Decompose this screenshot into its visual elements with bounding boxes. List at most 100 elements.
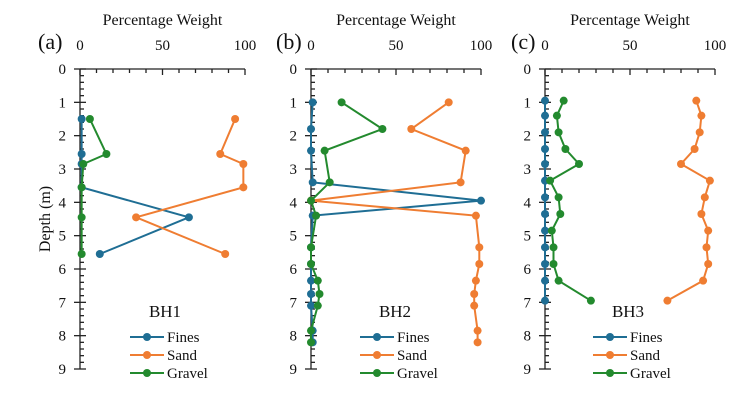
axis-title: Percentage Weight	[570, 12, 690, 29]
legend: BH2 Fines Sand Gravel	[360, 302, 438, 382]
data-point-sand	[132, 213, 141, 222]
data-point-sand	[239, 160, 248, 168]
y-tick-label: 4	[59, 195, 67, 211]
y-tick-label: 5	[290, 229, 298, 245]
legend-swatch-marker	[606, 369, 614, 377]
data-point-fines	[541, 276, 549, 285]
data-point-fines	[307, 290, 315, 298]
data-point-sand	[475, 243, 484, 252]
data-point-sand	[697, 111, 706, 120]
y-tick-label: 1	[290, 95, 298, 111]
y-tick-label: 3	[524, 162, 532, 178]
y-tick-label: 3	[290, 162, 298, 178]
y-tick-label: 0	[524, 62, 532, 78]
data-point-sand	[704, 260, 713, 268]
series-gravel	[546, 96, 595, 305]
legend-swatch-marker	[606, 333, 614, 341]
data-point-gravel	[313, 301, 322, 310]
legend-label-sand: Sand	[397, 348, 428, 364]
data-point-fines	[541, 260, 549, 268]
data-point-fines	[541, 226, 549, 235]
legend-swatch-marker	[606, 351, 614, 359]
y-tick-label: 9	[59, 362, 67, 378]
data-point-sand	[700, 193, 709, 202]
data-point-gravel	[325, 178, 334, 187]
data-point-sand	[216, 150, 225, 158]
series-gravel	[77, 115, 111, 258]
legend-label-sand: Sand	[167, 348, 198, 364]
legend-swatch-marker	[373, 351, 381, 359]
data-point-gravel	[549, 243, 558, 252]
data-point-fines	[541, 210, 549, 218]
data-point-sand	[677, 160, 685, 168]
data-point-fines	[541, 111, 549, 120]
data-point-fines	[541, 160, 549, 168]
data-point-gravel	[77, 183, 86, 192]
data-point-gravel	[549, 260, 558, 268]
data-point-gravel	[378, 125, 387, 133]
x-tick-label: 100	[704, 38, 727, 54]
data-point-sand	[444, 98, 453, 107]
data-point-fines	[307, 125, 315, 133]
data-point-gravel	[556, 210, 565, 218]
legend-swatch-marker	[143, 351, 151, 359]
y-tick-label: 4	[290, 195, 298, 211]
data-point-sand	[702, 243, 711, 252]
series-fines	[541, 96, 549, 305]
y-tick-label: 3	[59, 162, 67, 178]
x-tick-label: 0	[307, 38, 315, 54]
data-point-sand	[470, 301, 479, 310]
data-point-gravel	[102, 150, 111, 158]
data-point-sand	[475, 260, 484, 268]
data-point-gravel	[552, 111, 561, 120]
data-point-gravel	[554, 193, 563, 202]
x-tick-label: 0	[541, 38, 549, 54]
x-tick-label: 100	[234, 38, 257, 54]
data-point-gravel	[561, 145, 570, 153]
series-line-fines	[80, 119, 192, 255]
series-fines	[77, 115, 193, 258]
series-sand	[307, 98, 484, 347]
legend-title: BH1	[149, 302, 181, 321]
data-point-fines	[184, 213, 193, 222]
data-point-sand	[456, 178, 465, 187]
data-point-gravel	[312, 211, 321, 220]
y-tick-label: 7	[290, 295, 298, 311]
y-tick-label: 9	[524, 362, 532, 378]
data-point-sand	[470, 290, 479, 298]
y-tick-label: 0	[59, 62, 67, 78]
y-tick-label: 2	[290, 129, 298, 145]
legend-title: BH3	[612, 302, 644, 321]
data-point-sand	[239, 183, 248, 192]
series-line-gravel	[80, 118, 108, 254]
data-point-gravel	[559, 96, 568, 105]
legend: BH3 Fines Sand Gravel	[593, 302, 671, 382]
data-point-gravel	[554, 128, 563, 137]
data-point-sand	[473, 326, 482, 335]
y-tick-label: 6	[59, 262, 67, 278]
data-point-gravel	[79, 160, 88, 168]
legend-label-fines: Fines	[630, 330, 663, 346]
data-point-gravel	[77, 213, 86, 222]
y-tick-label: 2	[524, 129, 532, 145]
data-point-fines	[541, 193, 549, 202]
data-point-sand	[221, 250, 230, 258]
legend-label-sand: Sand	[630, 348, 661, 364]
y-tick-label: 7	[59, 295, 67, 311]
data-point-sand	[473, 338, 482, 347]
legend-label-fines: Fines	[167, 330, 200, 346]
data-point-fines	[308, 98, 317, 107]
series-sand	[663, 96, 714, 305]
legend-swatch-marker	[373, 333, 381, 341]
data-point-gravel	[85, 115, 94, 123]
data-point-sand	[471, 211, 480, 220]
data-point-gravel	[337, 98, 346, 107]
panel-1: (a) Percentage Weight 0 50 100 0 1 2 3 4 5 6 7 8 9 Dept…	[37, 12, 256, 382]
y-tick-label: 9	[290, 362, 298, 378]
y-tick-label: 7	[524, 295, 532, 311]
data-point-gravel	[307, 326, 315, 335]
data-point-gravel	[586, 296, 595, 305]
data-point-sand	[692, 96, 701, 105]
data-point-gravel	[307, 260, 315, 268]
